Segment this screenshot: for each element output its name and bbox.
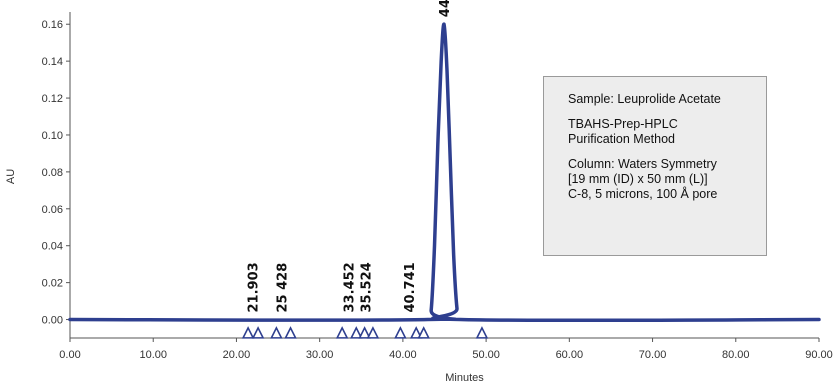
- y-tick-label: 0.16: [42, 19, 63, 31]
- y-axis-ticks: 0.00 0.02 0.04 0.06 0.08 0.10 0.12 0.14 0.16: [42, 19, 70, 327]
- peak-marker-triangle: [394, 326, 407, 339]
- info-paragraph: Sample: Leuprolide Acetate: [568, 92, 756, 107]
- info-line: Purification Method: [568, 132, 676, 146]
- peak-markers: [241, 326, 489, 339]
- info-paragraph: TBAHS-Prep-HPLC Purification Method: [568, 117, 756, 147]
- x-tick-label: 10.00: [139, 349, 167, 361]
- info-line: Column: Waters Symmetry: [568, 157, 717, 171]
- x-tick-label: 40.00: [389, 349, 417, 361]
- peak-marker-triangle: [284, 326, 297, 339]
- y-tick-label: 0.12: [42, 93, 63, 105]
- x-tick-label: 70.00: [639, 349, 667, 361]
- peak-marker-triangle: [251, 326, 265, 339]
- peak-label: 44.944: [438, 0, 453, 17]
- chromatogram-series: [68, 22, 821, 323]
- x-tick-label: 30.00: [306, 349, 334, 361]
- y-tick-label: 0.08: [42, 167, 63, 179]
- peak-marker-triangle: [270, 326, 283, 339]
- y-tick-label: 0.06: [42, 204, 63, 216]
- peak-marker-triangle: [358, 326, 371, 339]
- info-line: C-8, 5 microns, 100 Å pore: [568, 187, 718, 201]
- peak-label: 21.903: [246, 262, 261, 312]
- x-tick-label: 80.00: [722, 349, 750, 361]
- peak-marker-triangle: [417, 326, 430, 339]
- peak-marker-triangle: [349, 326, 363, 339]
- sample-info-box: Sample: Leuprolide Acetate TBAHS-Prep-HPL…: [543, 76, 767, 256]
- peak-marker-triangle: [475, 326, 489, 339]
- y-tick-label: 0.14: [42, 56, 63, 68]
- x-tick-label: 50.00: [472, 349, 500, 361]
- info-line: Sample: Leuprolide Acetate: [568, 92, 721, 106]
- peak-marker-triangle: [241, 326, 255, 339]
- axes: [69, 12, 819, 339]
- peak-marker-triangle: [335, 326, 349, 339]
- y-tick-label: 0.00: [42, 315, 63, 327]
- chromatogram-line: [68, 22, 821, 323]
- peak-marker-triangle: [409, 326, 423, 339]
- y-tick-label: 0.02: [42, 278, 63, 290]
- y-tick-label: 0.04: [42, 241, 63, 253]
- peak-label: 35.524: [360, 262, 375, 312]
- y-tick-label: 0.10: [42, 130, 63, 142]
- x-tick-label: 20.00: [223, 349, 251, 361]
- peak-label: 33.452: [342, 262, 357, 312]
- peak-label: 25 428: [276, 263, 291, 313]
- peak-label: 40.741: [403, 262, 418, 312]
- x-tick-label: 90.00: [805, 349, 833, 361]
- x-tick-label: 60.00: [556, 349, 584, 361]
- x-axis-title: Minutes: [445, 372, 484, 383]
- x-tick-label: 0.00: [59, 349, 80, 361]
- info-line: [19 mm (ID) x 50 mm (L)]: [568, 172, 708, 186]
- peak-marker-triangle: [366, 326, 380, 339]
- info-line: TBAHS-Prep-HPLC: [568, 117, 678, 131]
- y-axis-title: AU: [5, 169, 17, 184]
- info-paragraph: Column: Waters Symmetry [19 mm (ID) x 50 …: [568, 157, 756, 202]
- x-axis-ticks: 0.00 10.00 20.00 30.00 40.00 50.00 60.00 70.00 8…: [59, 338, 833, 361]
